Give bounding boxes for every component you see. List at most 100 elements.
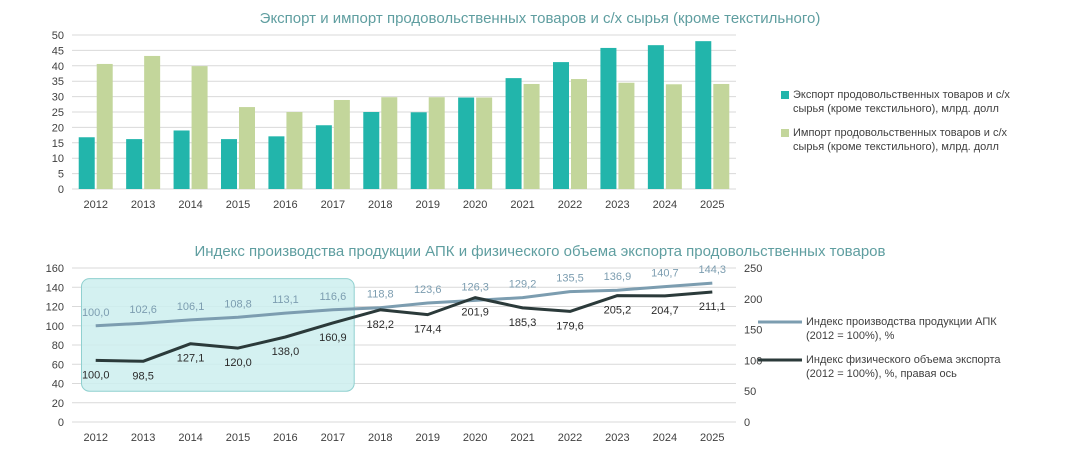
- apk-data-label: 106,1: [177, 301, 205, 313]
- line-x-tick-label: 2021: [510, 432, 534, 444]
- line-y2-tick-label: 0: [744, 417, 750, 429]
- bar-x-tick-label: 2019: [415, 199, 439, 211]
- export-data-label: 127,1: [177, 353, 205, 365]
- line-y-tick-label: 40: [52, 379, 64, 391]
- bar-x-tick-label: 2020: [463, 199, 487, 211]
- line-y-tick-label: 140: [46, 282, 64, 294]
- apk-data-label: 144,3: [699, 264, 727, 276]
- bar-y-tick-label: 20: [52, 122, 64, 134]
- export-bar: [268, 136, 285, 189]
- line-y-tick-label: 160: [46, 263, 64, 275]
- bar-x-tick-label: 2024: [653, 199, 677, 211]
- bar-y-tick-label: 40: [52, 61, 64, 73]
- export-bar: [410, 112, 427, 189]
- apk-index-line: [95, 281, 713, 328]
- bar-chart: Экспорт и импорт продовольственных товар…: [52, 10, 1011, 211]
- export-bar: [363, 112, 380, 189]
- line-x-tick-label: 2013: [131, 432, 155, 444]
- import-bar: [523, 83, 540, 189]
- legend-export-line2: сырья (кроме текстильного), млрд. долл: [793, 103, 999, 115]
- legend-apk-line1: Индекс производства продукции АПК: [806, 316, 997, 328]
- bar-x-tick-label: 2013: [131, 199, 155, 211]
- import-bar: [665, 84, 682, 189]
- line-y-tick-label: 120: [46, 302, 64, 314]
- import-bar: [476, 97, 493, 189]
- export-data-label: 160,9: [319, 332, 347, 344]
- export-data-label: 211,1: [699, 301, 726, 313]
- line-chart-title: Индекс производства продукции АПК и физи…: [195, 243, 886, 260]
- line-x-tick-label: 2023: [605, 432, 629, 444]
- import-bar: [333, 99, 350, 189]
- bar-y-tick-label: 45: [52, 45, 64, 57]
- apk-data-label: 100,0: [82, 307, 110, 319]
- apk-data-label: 126,3: [461, 281, 489, 293]
- import-bar: [144, 55, 161, 189]
- import-bar: [191, 66, 208, 189]
- export-data-label: 182,2: [367, 319, 395, 331]
- line-chart: Индекс производства продукции АПК и физи…: [46, 243, 1002, 444]
- bar-chart-legend: Экспорт продовольственных товаров и с/х …: [781, 89, 1010, 153]
- bar-x-tick-label: 2025: [700, 199, 724, 211]
- export-data-label: 204,7: [651, 305, 679, 317]
- import-bar: [571, 79, 587, 189]
- export-bar: [600, 47, 617, 189]
- bar-y-tick-label: 10: [52, 153, 64, 165]
- apk-data-label: 136,9: [604, 271, 632, 283]
- line-x-tick-label: 2012: [83, 432, 107, 444]
- import-bar: [428, 97, 445, 189]
- line-y-tick-label: 100: [46, 321, 64, 333]
- bar-y-tick-label: 30: [52, 92, 64, 104]
- bar-y-tick-label: 50: [52, 30, 64, 42]
- legend-import-line1: Импорт продовольственных товаров и с/х: [793, 127, 1007, 139]
- bar-y-tick-label: 25: [52, 107, 64, 119]
- legend-import-line2: сырья (кроме текстильного), млрд. долл: [793, 141, 999, 153]
- apk-data-label: 140,7: [651, 268, 679, 280]
- legend-swatch-import: [781, 129, 789, 137]
- export-data-label: 179,6: [556, 320, 584, 332]
- export-data-label: 100,0: [82, 369, 110, 381]
- line-y-tick-label: 20: [52, 398, 64, 410]
- line-x-tick-label: 2017: [321, 432, 345, 444]
- import-bar: [381, 97, 398, 189]
- bar-x-tick-label: 2022: [558, 199, 582, 211]
- line-y2-tick-label: 100: [744, 355, 762, 367]
- import-bar: [239, 107, 255, 189]
- apk-data-label: 113,1: [272, 294, 299, 306]
- export-data-label: 185,3: [509, 317, 537, 329]
- export-bar: [553, 62, 569, 189]
- export-data-label: 98,5: [132, 370, 153, 382]
- import-bar: [286, 112, 303, 189]
- bar-x-tick-label: 2014: [178, 199, 202, 211]
- export-bar: [505, 78, 522, 189]
- legend-export-line1: Экспорт продовольственных товаров и с/х: [793, 89, 1010, 101]
- line-x-tick-label: 2020: [463, 432, 487, 444]
- line-x-tick-label: 2022: [558, 432, 582, 444]
- bar-x-tick-label: 2018: [368, 199, 392, 211]
- export-bar: [173, 130, 190, 189]
- highlight-box: [80, 278, 355, 392]
- export-bar: [221, 139, 237, 189]
- bar-y-tick-label: 15: [52, 138, 64, 150]
- export-bar: [78, 137, 95, 189]
- line-y2-tick-label: 200: [744, 294, 762, 306]
- line-x-tick-label: 2025: [700, 432, 724, 444]
- line-x-tick-label: 2015: [226, 432, 250, 444]
- export-bar: [695, 41, 712, 189]
- line-chart-legend: Индекс производства продукции АПК (2012 …: [758, 316, 1001, 380]
- line-y2-tick-label: 50: [744, 386, 756, 398]
- bar-x-tick-label: 2023: [605, 199, 629, 211]
- legend-exp-line2: (2012 = 100%), %, правая ось: [806, 368, 957, 380]
- bar-y-tick-label: 5: [58, 169, 64, 181]
- bar-x-tick-label: 2012: [83, 199, 107, 211]
- apk-data-label: 123,6: [414, 284, 442, 296]
- legend-apk-line2: (2012 = 100%), %: [806, 330, 895, 342]
- line-x-tick-label: 2018: [368, 432, 392, 444]
- bar-chart-title: Экспорт и импорт продовольственных товар…: [260, 10, 821, 27]
- bar-x-tick-label: 2021: [510, 199, 534, 211]
- apk-data-label: 116,6: [319, 291, 346, 303]
- apk-data-label: 129,2: [509, 279, 537, 291]
- import-bar: [713, 83, 730, 189]
- bar-y-tick-label: 0: [58, 184, 64, 196]
- apk-data-label: 118,8: [367, 289, 394, 301]
